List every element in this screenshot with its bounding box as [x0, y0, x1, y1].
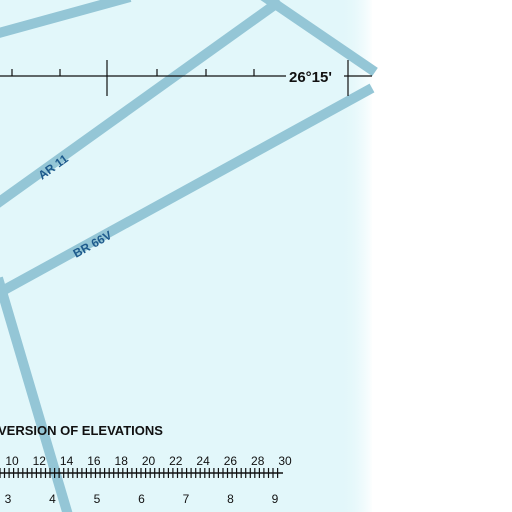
route-corridors [0, 0, 378, 512]
elevation-conversion-scale: VERSION OF ELEVATIONS 10 12 14 16 18 20 22 24 26… [0, 423, 292, 506]
scale-ticks [0, 468, 279, 478]
latitude-label-bg [286, 66, 344, 84]
scale-title: VERSION OF ELEVATIONS [0, 423, 163, 438]
chart-edge-fade [340, 0, 372, 512]
meter-label: 6 [138, 492, 145, 506]
route-southbound-corridor [0, 276, 73, 512]
meter-scale-labels: 3 4 5 6 7 8 9 [5, 492, 279, 506]
feet-label: 10 [5, 454, 19, 468]
feet-label: 20 [142, 454, 156, 468]
feet-label: 16 [87, 454, 101, 468]
feet-label: 12 [33, 454, 47, 468]
feet-label: 26 [224, 454, 238, 468]
feet-label: 22 [169, 454, 183, 468]
latitude-label: 26°15' [289, 69, 332, 86]
meter-label: 4 [49, 492, 56, 506]
meter-label: 9 [272, 492, 279, 506]
meter-label: 7 [183, 492, 190, 506]
feet-label: 30 [278, 454, 292, 468]
route-ar-11-corridor [0, 0, 283, 208]
feet-label: 18 [115, 454, 129, 468]
meter-label: 5 [94, 492, 101, 506]
route-br-66v-corridor [0, 83, 375, 298]
route-top-right-corridor [260, 0, 378, 77]
meter-label: 3 [5, 492, 12, 506]
feet-label: 28 [251, 454, 265, 468]
feet-label: 24 [196, 454, 210, 468]
feet-label: 14 [60, 454, 74, 468]
blank-margin [372, 0, 512, 512]
feet-scale-labels: 10 12 14 16 18 20 22 24 26 28 30 [5, 454, 292, 468]
meter-label: 8 [227, 492, 234, 506]
route-top-left-corridor [0, 0, 132, 38]
